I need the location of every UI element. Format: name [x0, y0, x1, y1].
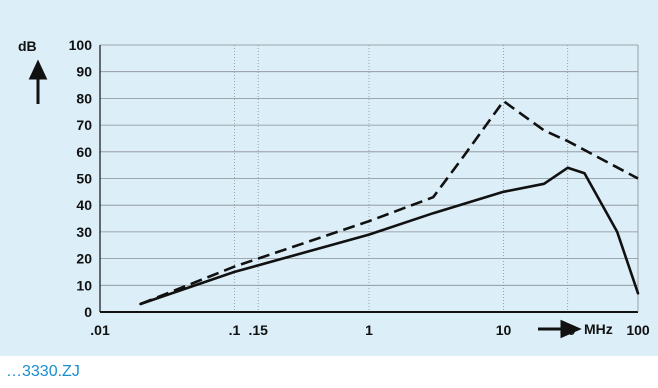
y-tick-label: 100: [69, 37, 93, 53]
x-tick-label: 100: [626, 322, 650, 338]
x-arrow-icon: [538, 319, 582, 339]
series-line-dashed: [140, 99, 639, 306]
y-tick-label: 60: [76, 144, 92, 160]
y-tick-label: 0: [84, 304, 92, 320]
x-tick-label: .1: [229, 322, 241, 338]
y-tick-label: 20: [76, 251, 92, 267]
series-line-solid: [139, 166, 640, 306]
chart-panel: [0, 0, 658, 356]
x-tick-label: .15: [248, 322, 268, 338]
y-unit-label: dB: [18, 38, 37, 54]
y-tick-label: 10: [76, 277, 92, 293]
y-tick-label: 50: [76, 171, 92, 187]
y-tick-label: 80: [76, 90, 92, 106]
x-tick-label: 10: [496, 322, 512, 338]
x-tick-label: .01: [90, 322, 110, 338]
y-axis-unit: dB: [18, 38, 48, 104]
y-tick-label: 40: [76, 197, 92, 213]
y-tick-label: 70: [76, 117, 92, 133]
x-tick-label: 1: [365, 322, 373, 338]
y-tick-label: 30: [76, 224, 92, 240]
y-arrow-icon: [28, 59, 48, 104]
grid: [100, 44, 638, 312]
x-unit-label: MHz: [584, 321, 613, 337]
x-axis-unit: MHz: [538, 319, 613, 339]
series: [139, 99, 640, 306]
y-tick-label: 90: [76, 64, 92, 80]
figure-code: …3330.ZJ: [6, 363, 80, 380]
